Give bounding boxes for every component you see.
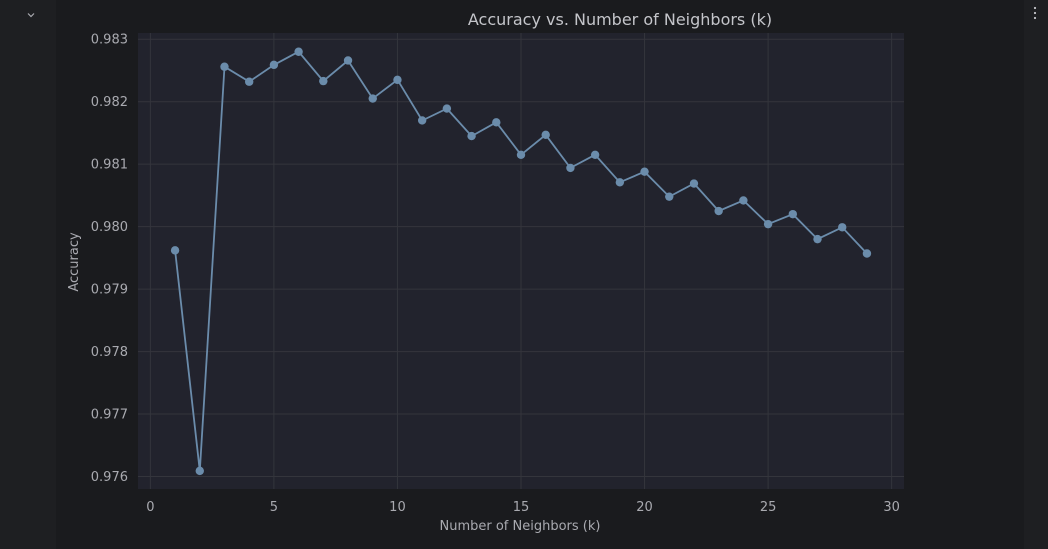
y-tick-label: 0.976 xyxy=(91,470,128,485)
data-point xyxy=(368,94,377,103)
x-tick-label: 20 xyxy=(636,500,653,515)
data-point xyxy=(615,178,625,187)
data-point xyxy=(813,234,822,244)
y-tick-label: 0.978 xyxy=(91,345,128,360)
data-point xyxy=(393,75,402,85)
data-point xyxy=(417,116,427,125)
data-point xyxy=(838,223,847,232)
data-point xyxy=(541,130,550,140)
output-area: 0 5 10 15 20 25 30 0.976 0.977 0.978 0.979 0.980 0.… xyxy=(56,0,1024,549)
data-point xyxy=(492,118,501,127)
data-point xyxy=(244,77,254,86)
cell-gutter xyxy=(0,0,56,549)
data-point xyxy=(319,76,328,86)
more-vertical-icon xyxy=(1033,6,1037,20)
series-group xyxy=(170,47,872,476)
data-point xyxy=(294,47,303,56)
x-tick-label: 25 xyxy=(760,500,777,515)
chevron-down-icon xyxy=(27,13,35,18)
data-point xyxy=(220,62,229,71)
accuracy-chart: 0 5 10 15 20 25 30 0.9760.9770.9780.9790.9800.… xyxy=(67,10,904,534)
x-axis-label: Number of Neighbors (k) xyxy=(440,519,601,534)
x-tick-label: 0 xyxy=(146,500,154,515)
y-tick-label: 0.981 xyxy=(91,158,128,173)
x-tick-label: 5 xyxy=(270,500,278,515)
x-tick-label: 15 xyxy=(513,500,530,515)
data-point xyxy=(566,163,575,173)
data-point xyxy=(590,150,600,160)
x-tick-label: 10 xyxy=(389,500,406,515)
data-point xyxy=(739,196,748,205)
data-point xyxy=(516,150,526,160)
y-axis-ticks: 0.976 0.977 0.978 0.979 0.980 0.981 0.982 0.983 xyxy=(91,33,128,485)
more-options-button[interactable] xyxy=(1028,4,1042,22)
x-axis-ticks: 0 5 10 15 20 25 30 xyxy=(146,500,900,515)
data-point xyxy=(442,104,452,113)
data-point xyxy=(689,179,699,188)
data-point xyxy=(269,60,279,70)
y-tick-label: 0.982 xyxy=(91,95,128,110)
y-tick-label: 0.979 xyxy=(91,283,128,298)
data-point xyxy=(195,466,204,476)
data-point xyxy=(862,249,872,258)
data-point xyxy=(343,56,353,65)
x-tick-label: 30 xyxy=(883,500,900,515)
collapse-output-button[interactable] xyxy=(22,6,40,24)
data-point xyxy=(640,167,649,176)
data-point xyxy=(467,131,476,141)
y-tick-label: 0.980 xyxy=(91,220,128,235)
y-tick-label: 0.983 xyxy=(91,33,128,48)
y-tick-label: 0.977 xyxy=(91,408,128,423)
data-point xyxy=(170,246,180,255)
chart-title: Accuracy vs. Number of Neighbors (k) xyxy=(468,10,772,29)
data-point xyxy=(714,206,723,216)
data-point xyxy=(788,209,798,219)
grid-lines xyxy=(138,33,904,489)
data-point xyxy=(665,192,674,201)
data-point xyxy=(763,219,773,229)
y-axis-label: Accuracy xyxy=(67,232,82,292)
